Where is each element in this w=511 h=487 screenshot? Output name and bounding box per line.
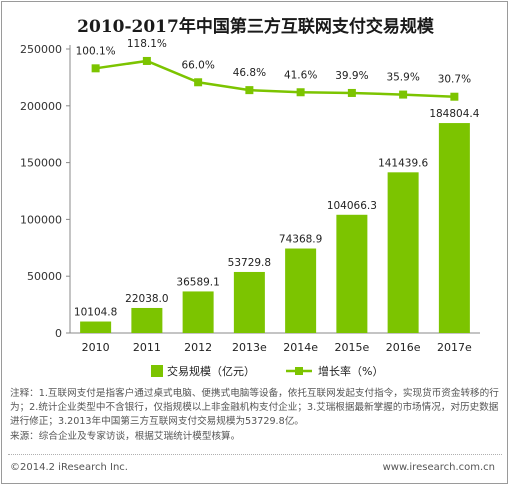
bar (438, 123, 470, 334)
x-axis-labels: 2010 2011 2012 2013e 2014e 2015e 2016e 2017e (82, 341, 472, 354)
x-tick-label: 2010 (82, 341, 110, 354)
bar-value-label: 10104.8 (74, 307, 117, 319)
bars (80, 123, 470, 334)
bar (285, 248, 317, 333)
website-link[interactable]: www.iresearch.com.cn (382, 462, 495, 473)
source-text: 来源：综合企业及专家访谈，根据艾瑞统计模型核算。 (10, 430, 241, 442)
bar-value-label: 141439.6 (378, 157, 428, 169)
growth-line (91, 56, 459, 101)
growth-marker (142, 56, 151, 65)
bar-labels: 10104.8 22038.0 36589.1 53729.8 74368.9 10406… (74, 108, 480, 318)
x-tick-label: 2011 (133, 341, 161, 354)
x-tick-label: 2012 (184, 341, 212, 354)
chart-title: 2010-2017年中国第三方互联网支付交易规模 (77, 17, 434, 37)
bar (182, 291, 214, 333)
growth-value-label: 66.0% (181, 59, 214, 71)
y-tick-label: 200000 (20, 100, 62, 113)
bar (131, 307, 163, 333)
growth-value-label: 30.7% (438, 74, 471, 86)
chart-notes: 注释：1.互联网支付是指客户通过桌式电脑、便携式电脑等设备，依托互联网发起支付指… (10, 387, 502, 444)
x-tick-label: 2015e (334, 341, 369, 354)
y-tick-label: 250000 (20, 43, 62, 56)
bar (336, 214, 368, 333)
copyright-text: ©2014.2 iResearch Inc. (10, 462, 128, 473)
growth-value-label: 35.9% (386, 72, 419, 84)
footer-divider (8, 454, 502, 455)
growth-marker (450, 92, 459, 101)
growth-marker (296, 88, 305, 97)
y-tick-label: 150000 (20, 157, 62, 170)
legend-line-marker (295, 367, 303, 375)
x-tick-label: 2013e (232, 341, 267, 354)
legend-bar-swatch (151, 365, 163, 377)
x-tick-label: 2016e (386, 341, 421, 354)
bar-value-label: 22038.0 (125, 293, 168, 305)
growth-marker (194, 78, 203, 87)
growth-marker (347, 88, 356, 97)
bar-value-label: 104066.3 (327, 200, 377, 212)
y-tick-label: 50000 (27, 270, 62, 283)
growth-marker (399, 90, 408, 99)
legend-line-label: 增长率（%） (318, 364, 383, 378)
bar-value-label: 184804.4 (429, 108, 479, 120)
x-tick-label: 2014e (283, 341, 318, 354)
growth-marker (245, 86, 254, 95)
growth-line-path (95, 59, 455, 98)
bar (233, 271, 265, 333)
growth-value-label: 41.6% (284, 69, 317, 81)
bar (80, 321, 112, 333)
growth-value-label: 39.9% (335, 70, 368, 82)
bar-value-label: 74368.9 (279, 234, 322, 246)
growth-labels: 100.1% 118.1% 66.0% 46.8% 41.6% 39.9% 35.9% 30.… (76, 38, 471, 86)
growth-value-label: 100.1% (76, 45, 116, 57)
legend: 交易规模（亿元） 增长率（%） (151, 364, 383, 378)
y-tick-label: 0 (55, 327, 62, 340)
y-tick-label: 100000 (20, 213, 62, 226)
growth-value-label: 118.1% (127, 38, 167, 50)
x-tick-label: 2017e (437, 341, 472, 354)
y-axis: 0 50000 100000 150000 200000 250000 (20, 43, 480, 340)
bar (387, 172, 419, 333)
note-text: 注释：1.互联网支付是指客户通过桌式电脑、便携式电脑等设备，依托互联网发起支付指… (10, 388, 499, 428)
growth-value-label: 46.8% (233, 67, 266, 79)
growth-marker (91, 64, 100, 73)
legend-bar-label: 交易规模（亿元） (167, 364, 255, 378)
bar-value-label: 36589.1 (176, 276, 219, 288)
bar-value-label: 53729.8 (228, 257, 271, 269)
